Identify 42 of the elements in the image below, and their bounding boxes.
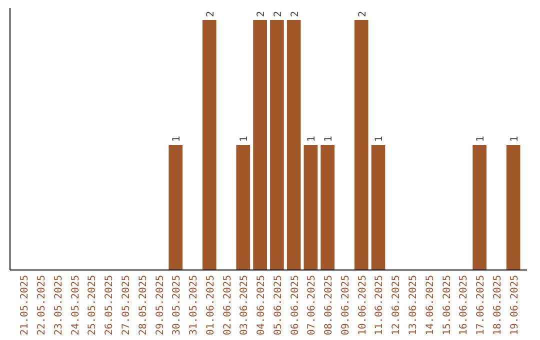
x-tick-label: 21.05.2025 bbox=[20, 275, 31, 336]
x-tick-label: 03.06.2025 bbox=[239, 275, 250, 336]
data-label: 1 bbox=[239, 136, 250, 142]
x-tick-label: 05.06.2025 bbox=[272, 275, 284, 336]
data-label: 2 bbox=[272, 10, 284, 17]
x-tick-label: 18.06.2025 bbox=[492, 275, 504, 336]
x-tick-label: 01.06.2025 bbox=[205, 275, 216, 336]
x-tick-label: 19.06.2025 bbox=[509, 275, 520, 336]
x-tick-label: 30.05.2025 bbox=[172, 275, 183, 336]
x-tick-label: 07.06.2025 bbox=[306, 275, 318, 336]
x-tick-label: 10.06.2025 bbox=[357, 275, 368, 336]
data-label: 2 bbox=[256, 10, 268, 17]
data-label: 1 bbox=[324, 136, 335, 142]
x-tick-label: 27.05.2025 bbox=[120, 275, 132, 336]
data-label: 2 bbox=[290, 10, 301, 17]
x-tick-label: 11.06.2025 bbox=[374, 275, 386, 336]
data-label: 1 bbox=[374, 136, 386, 142]
data-label: 2 bbox=[357, 10, 368, 17]
x-tick-label: 04.06.2025 bbox=[256, 275, 268, 336]
x-tick-label: 12.06.2025 bbox=[391, 275, 402, 336]
data-label: 1 bbox=[476, 136, 487, 142]
x-tick-label: 24.05.2025 bbox=[70, 275, 82, 336]
x-tick-label: 17.06.2025 bbox=[476, 275, 487, 336]
x-tick-label: 25.05.2025 bbox=[87, 275, 98, 336]
data-label: 1 bbox=[306, 136, 318, 142]
data-label: 2 bbox=[205, 10, 216, 17]
x-tick-label: 15.06.2025 bbox=[442, 275, 453, 336]
x-tick-label: 16.06.2025 bbox=[458, 275, 470, 336]
x-tick-label: 29.05.2025 bbox=[154, 275, 166, 336]
x-tick-label: 22.05.2025 bbox=[36, 275, 48, 336]
x-tick-label: 09.06.2025 bbox=[340, 275, 352, 336]
x-tick-label: 13.06.2025 bbox=[408, 275, 420, 336]
x-tick-label: 08.06.2025 bbox=[324, 275, 335, 336]
x-tick-label: 14.06.2025 bbox=[424, 275, 436, 336]
x-tick-label: 06.06.2025 bbox=[290, 275, 301, 336]
x-tick-label: 31.05.2025 bbox=[188, 275, 200, 336]
x-tick-label: 23.05.2025 bbox=[53, 275, 64, 336]
x-tick-label: 28.05.2025 bbox=[138, 275, 149, 336]
x-tick-label: 02.06.2025 bbox=[222, 275, 234, 336]
x-tick-label: 26.05.2025 bbox=[104, 275, 116, 336]
data-label: 1 bbox=[172, 136, 183, 142]
data-label: 1 bbox=[509, 136, 520, 142]
